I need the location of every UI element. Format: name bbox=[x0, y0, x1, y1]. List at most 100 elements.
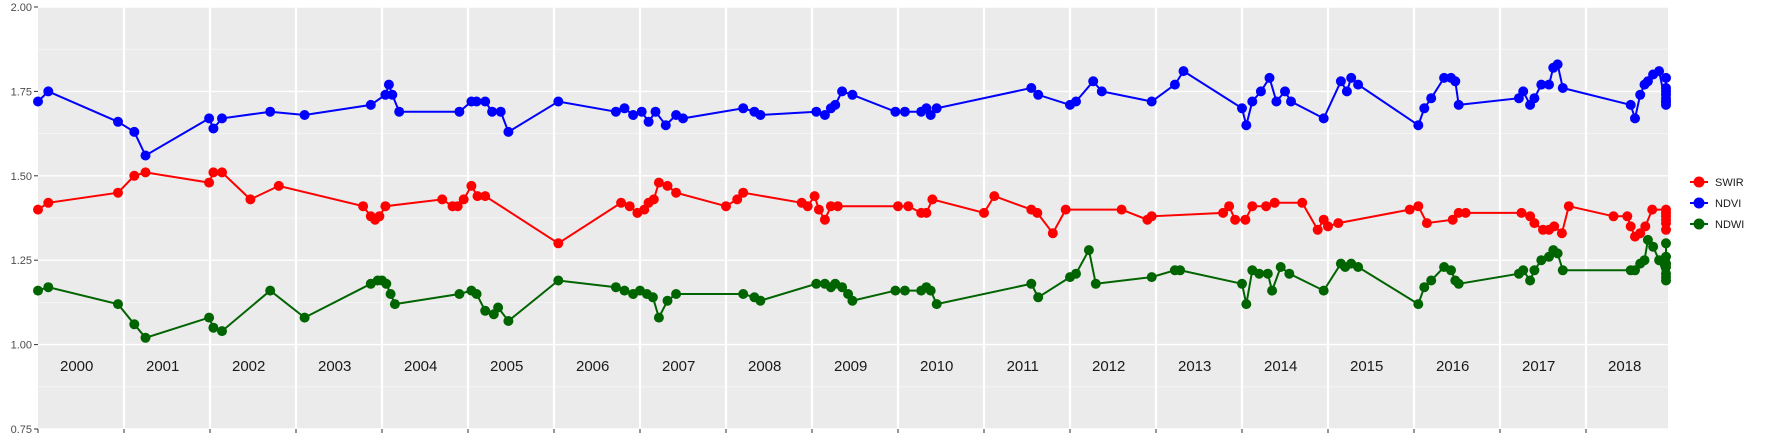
data-point-swir bbox=[903, 201, 914, 212]
data-point-ndwi bbox=[1146, 272, 1157, 283]
data-point-ndwi bbox=[1237, 278, 1247, 289]
series-layer bbox=[33, 59, 1671, 343]
data-point-ndvi bbox=[1654, 66, 1665, 77]
data-point-swir bbox=[1635, 228, 1646, 239]
year-label: 2014 bbox=[1264, 358, 1297, 375]
data-point-ndwi bbox=[899, 285, 910, 296]
data-point-swir bbox=[662, 180, 673, 191]
year-label: 2010 bbox=[920, 358, 953, 375]
data-point-ndvi bbox=[1280, 86, 1290, 97]
data-point-ndvi bbox=[1255, 86, 1266, 97]
data-point-ndwi bbox=[553, 275, 564, 286]
data-point-swir bbox=[1247, 201, 1258, 212]
data-point-ndwi bbox=[1254, 268, 1265, 279]
data-point-ndwi bbox=[1557, 265, 1568, 276]
data-point-swir bbox=[33, 204, 43, 215]
data-point-swir bbox=[1146, 211, 1157, 222]
data-point-ndvi bbox=[43, 86, 54, 97]
data-point-swir bbox=[624, 201, 635, 212]
data-point-ndwi bbox=[493, 302, 504, 313]
data-point-ndvi bbox=[1426, 93, 1437, 104]
data-point-swir bbox=[437, 194, 448, 205]
year-label: 2004 bbox=[404, 358, 437, 375]
data-point-ndvi bbox=[365, 99, 376, 110]
data-point-swir bbox=[1556, 228, 1567, 239]
data-point-ndwi bbox=[33, 285, 43, 296]
data-point-swir bbox=[732, 194, 743, 205]
year-label: 2013 bbox=[1178, 358, 1211, 375]
data-point-swir bbox=[458, 194, 469, 205]
data-point-swir bbox=[1116, 204, 1127, 215]
data-point-ndwi bbox=[471, 289, 482, 299]
data-point-ndwi bbox=[204, 312, 215, 323]
data-point-ndvi bbox=[471, 96, 482, 107]
data-point-swir bbox=[832, 201, 843, 212]
legend-item-ndvi: NDVI bbox=[1690, 197, 1741, 210]
data-point-swir bbox=[553, 238, 564, 249]
data-point-ndvi bbox=[1096, 86, 1107, 97]
data-point-ndvi bbox=[265, 106, 276, 117]
data-point-swir bbox=[208, 167, 219, 178]
data-point-swir bbox=[1608, 211, 1619, 222]
data-point-ndvi bbox=[1552, 59, 1563, 70]
year-label: 2011 bbox=[1007, 358, 1039, 375]
data-point-ndvi bbox=[1335, 76, 1346, 87]
data-point-ndwi bbox=[1419, 282, 1430, 293]
data-point-ndvi bbox=[643, 116, 654, 127]
data-point-swir bbox=[1240, 214, 1251, 225]
data-point-ndwi bbox=[837, 282, 848, 293]
data-point-ndwi bbox=[1525, 275, 1536, 286]
data-point-swir bbox=[1312, 224, 1323, 235]
data-point-swir bbox=[616, 197, 627, 208]
data-point-ndwi bbox=[662, 295, 673, 306]
data-point-ndvi bbox=[1346, 72, 1357, 83]
data-point-ndvi bbox=[610, 106, 621, 117]
data-point-swir bbox=[927, 194, 938, 205]
data-point-ndvi bbox=[1529, 93, 1540, 104]
data-point-ndvi bbox=[553, 96, 564, 107]
data-point-ndvi bbox=[454, 106, 465, 117]
data-point-ndvi bbox=[495, 106, 506, 117]
data-point-swir bbox=[1625, 221, 1636, 232]
y-tick-label: 1.50 bbox=[11, 171, 32, 183]
data-point-swir bbox=[979, 207, 989, 218]
data-point-ndvi bbox=[1264, 72, 1275, 83]
data-point-swir bbox=[480, 191, 491, 202]
data-point-swir bbox=[245, 194, 256, 205]
data-point-ndwi bbox=[1552, 248, 1563, 259]
data-point-ndvi bbox=[837, 86, 848, 97]
data-point-ndwi bbox=[755, 295, 766, 306]
year-label: 2005 bbox=[490, 358, 523, 375]
data-point-swir bbox=[819, 214, 830, 225]
data-point-ndwi bbox=[1353, 262, 1364, 272]
data-point-swir bbox=[472, 191, 483, 202]
data-point-ndwi bbox=[1090, 278, 1101, 289]
year-label: 2016 bbox=[1436, 358, 1469, 375]
data-point-ndvi bbox=[1536, 79, 1547, 90]
data-point-ndwi bbox=[140, 332, 151, 343]
data-point-swir bbox=[1333, 218, 1344, 229]
data-point-ndvi bbox=[1169, 79, 1180, 90]
data-point-ndvi bbox=[503, 126, 514, 137]
data-point-ndwi bbox=[503, 316, 514, 326]
data-point-ndwi bbox=[1661, 272, 1671, 283]
data-point-swir bbox=[721, 201, 731, 212]
data-point-swir bbox=[921, 207, 932, 218]
data-point-swir bbox=[466, 180, 477, 191]
data-point-ndwi bbox=[811, 278, 822, 289]
data-point-ndwi bbox=[1033, 292, 1044, 303]
data-point-swir bbox=[648, 194, 659, 205]
data-point-swir bbox=[204, 177, 215, 188]
data-point-ndwi bbox=[1426, 275, 1437, 286]
data-point-ndvi bbox=[1071, 96, 1081, 107]
data-point-ndvi bbox=[1033, 89, 1044, 100]
data-point-swir bbox=[1047, 228, 1058, 239]
data-point-swir bbox=[1460, 207, 1471, 218]
data-point-ndvi bbox=[1439, 72, 1450, 83]
data-point-ndvi bbox=[480, 96, 491, 107]
data-point-ndwi bbox=[1175, 265, 1186, 276]
data-point-ndwi bbox=[1083, 245, 1094, 256]
data-point-ndvi bbox=[140, 150, 151, 161]
data-point-swir bbox=[358, 201, 369, 212]
data-point-ndvi bbox=[1353, 79, 1364, 90]
